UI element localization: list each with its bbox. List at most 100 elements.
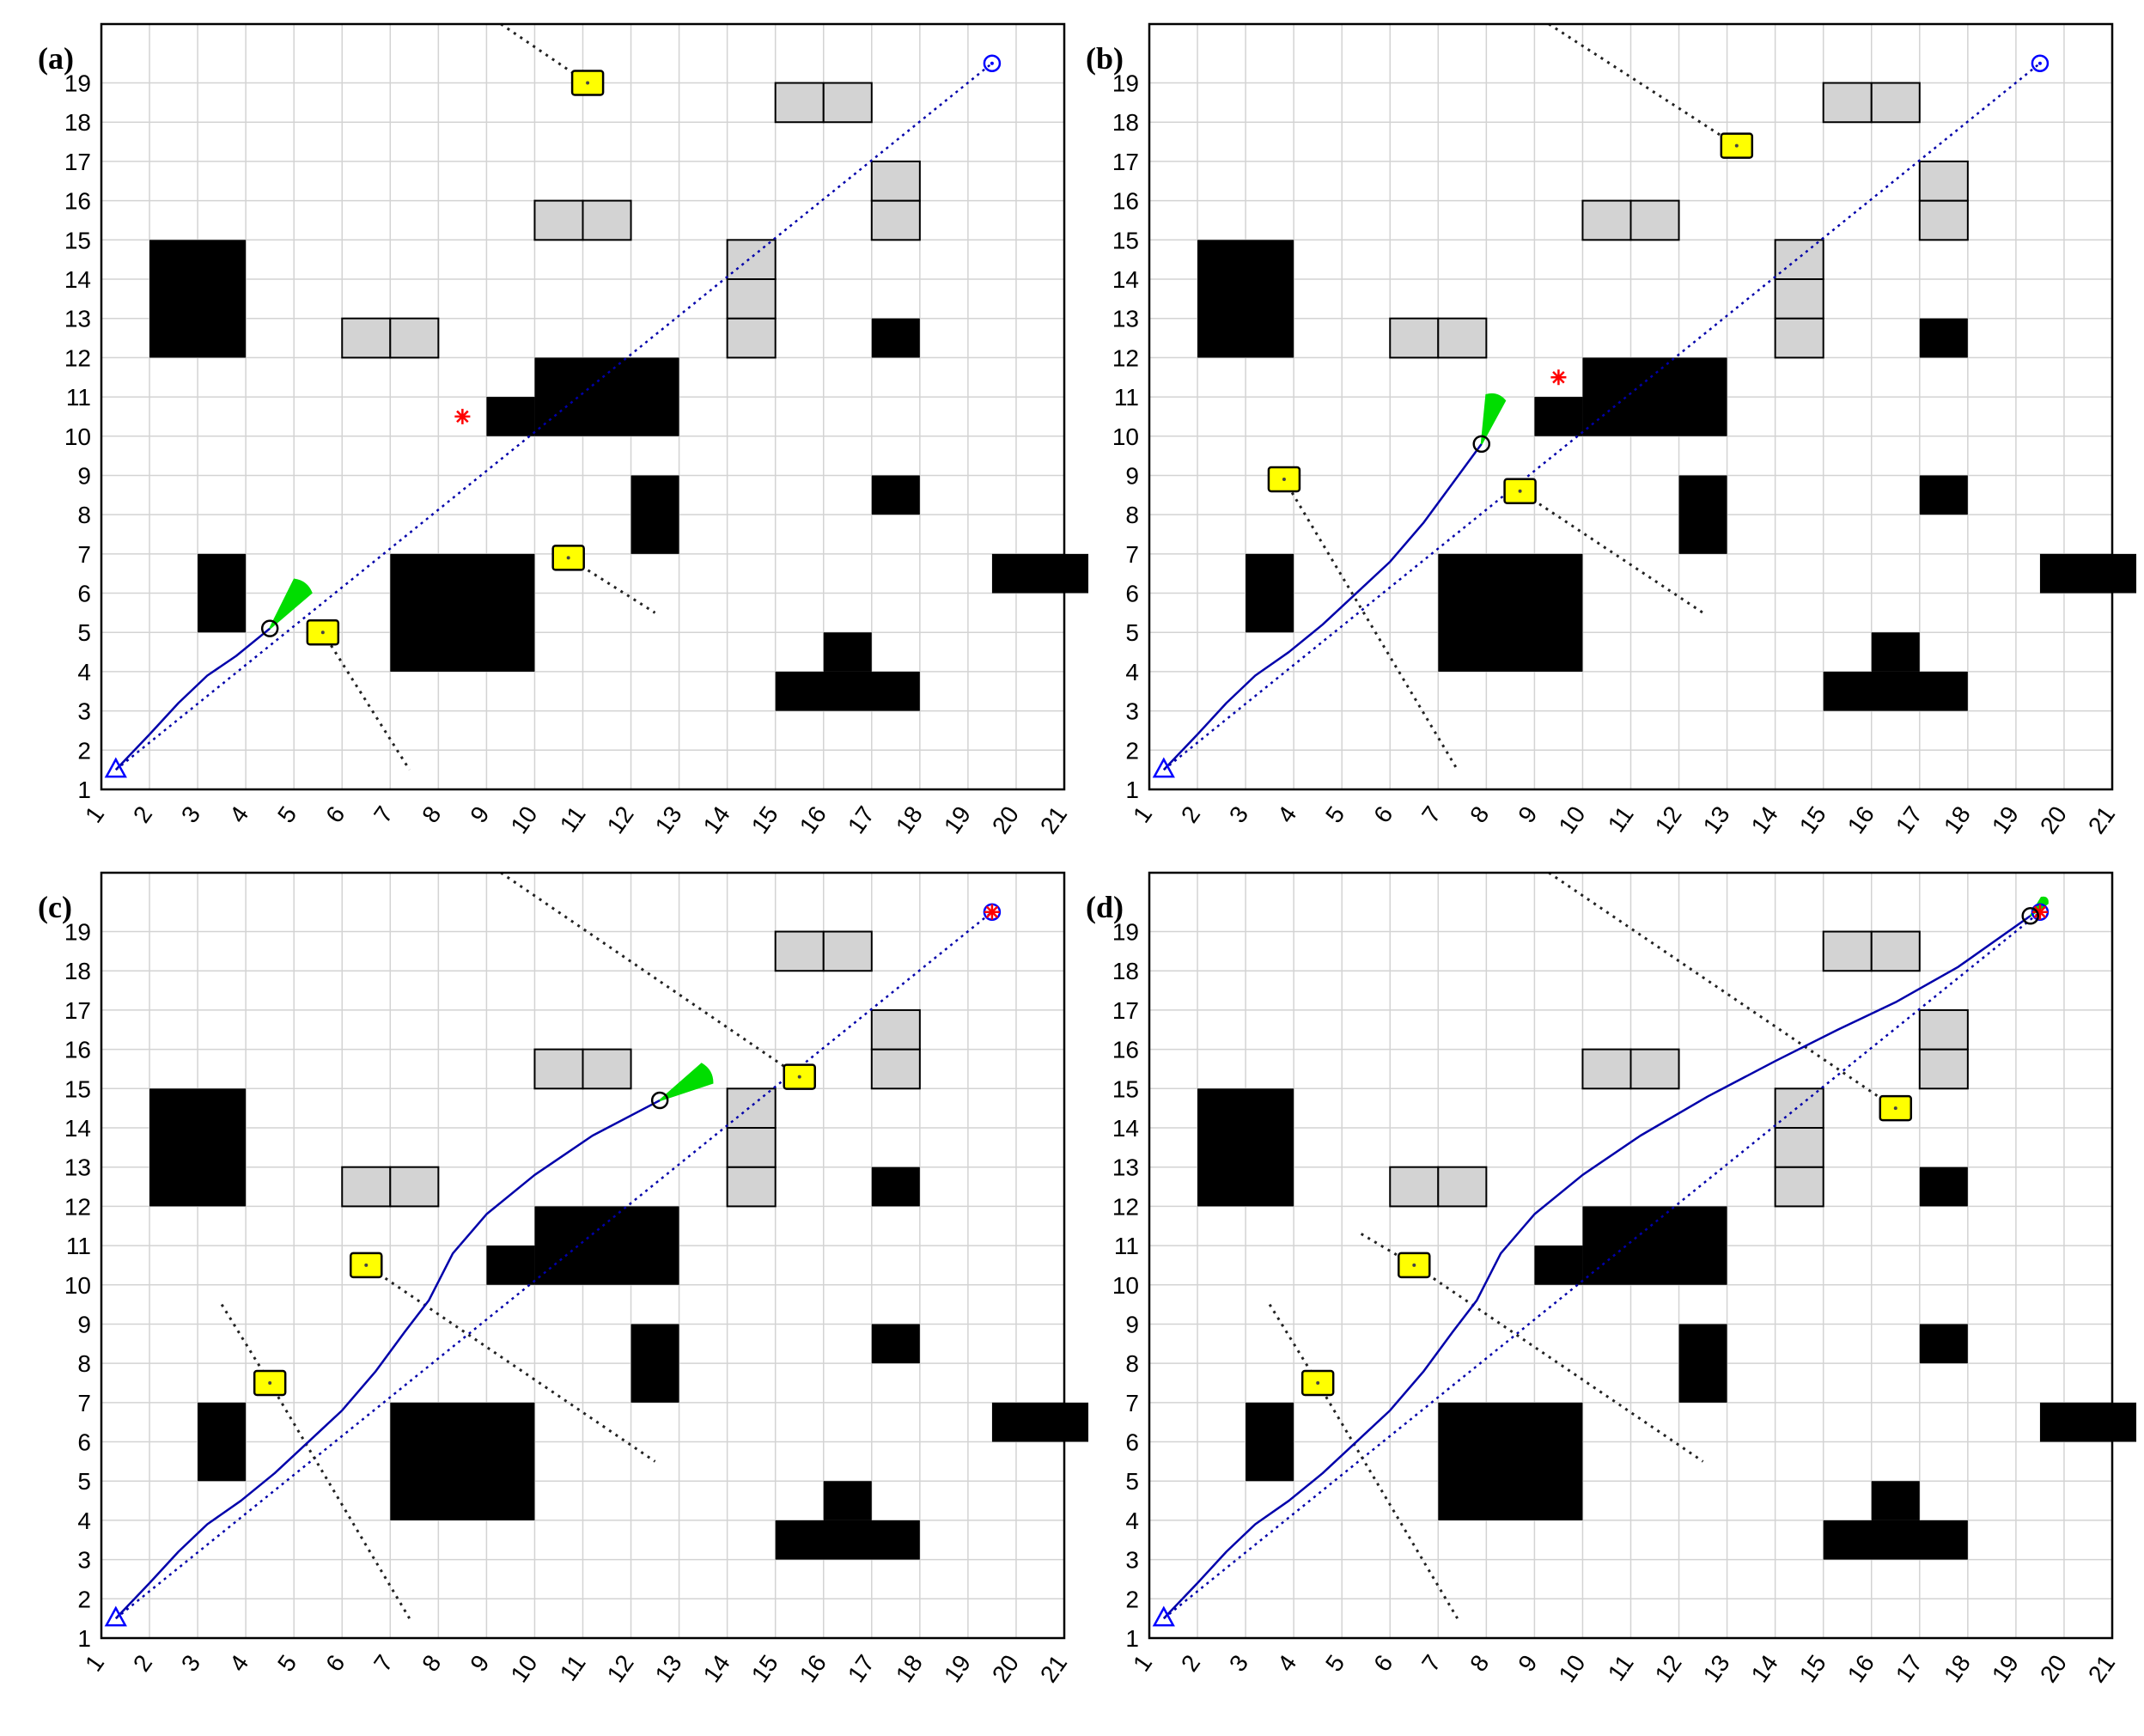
x-tick-label: 9 [465,1650,494,1677]
static-obstacle [1871,632,1920,672]
gray-obstacle-cell [822,930,873,972]
gray-obstacle-cell [726,1166,777,1208]
y-tick-label: 16 [1112,1037,1139,1063]
x-tick-label: 2 [1176,1650,1205,1677]
static-obstacle [1197,240,1294,358]
y-tick-label: 19 [64,919,91,946]
static-obstacle [1246,1402,1294,1482]
y-tick-label: 1 [1125,1625,1139,1652]
y-tick-label: 16 [1112,188,1139,215]
gray-obstacle-cell [774,930,825,972]
gray-obstacle-cell [1581,199,1632,241]
gray-obstacle-cell [1774,1127,1824,1168]
start-marker [104,757,127,778]
x-tick-label: 10 [505,1650,542,1687]
subgoal-star-stroke [985,905,999,918]
static-obstacle [1823,1520,1968,1560]
x-tick-label: 16 [795,801,831,838]
y-tick-label: 15 [1112,1075,1139,1102]
dynamic-obstacle-trajectory [1360,1233,1704,1463]
heading-sector [269,578,313,630]
gray-obstacle-cell [870,160,921,202]
gray-obstacle-cell [1870,930,1921,972]
gray-obstacle-cell [1581,1048,1632,1090]
static-obstacle [1919,475,1968,515]
static-obstacle [823,1481,872,1520]
static-obstacle [390,553,535,672]
x-tick-label: 4 [224,1650,253,1677]
y-tick-label: 3 [77,1547,91,1574]
y-tick-label: 6 [77,1429,91,1456]
x-tick-label: 18 [1939,801,1976,838]
y-tick-label: 7 [77,1390,91,1416]
y-tick-label: 5 [1125,619,1139,646]
x-tick-label: 10 [1553,801,1590,838]
y-tick-label: 18 [1112,958,1139,984]
static-obstacle [1678,1324,1727,1403]
y-tick-label: 8 [77,1350,91,1377]
axes-frame [1148,22,2114,791]
y-tick-label: 9 [1125,462,1139,489]
gray-obstacle-cell [726,239,777,280]
x-tick-label: 18 [1939,1650,1976,1687]
x-tick-label: 7 [368,1650,398,1677]
y-tick-label: 2 [77,1586,91,1612]
x-tick-label: 20 [987,1650,1024,1687]
gray-obstacle-cell [1870,82,1921,124]
x-tick-label: 1 [80,1650,109,1677]
y-tick-label: 17 [1112,149,1139,175]
y-tick-label: 9 [1125,1311,1139,1337]
static-obstacle [1438,1402,1583,1520]
gray-obstacle-cell [389,317,440,359]
x-tick-label: 13 [1698,801,1735,838]
y-tick-label: 8 [1125,1350,1139,1377]
x-tick-label: 2 [128,801,157,828]
x-tick-label: 6 [320,801,350,828]
y-tick-label: 13 [64,1154,91,1181]
x-tick-label: 21 [2083,1650,2120,1687]
static-obstacle [1919,1166,1968,1207]
dynamic-obstacle-center [1734,143,1739,148]
y-tick-label: 18 [64,109,91,136]
goal-marker [983,54,1002,72]
y-tick-label: 6 [1125,581,1139,607]
static-obstacle [775,1520,920,1560]
x-tick-label: 18 [891,1650,928,1687]
x-tick-label: 17 [843,1650,880,1687]
x-tick-label: 7 [1416,1650,1446,1677]
y-tick-label: 17 [64,149,91,175]
y-tick-label: 7 [1125,1390,1139,1416]
dynamic-obstacle-center [586,81,590,85]
static-obstacle [1871,1481,1920,1520]
gray-obstacle-cell [870,1048,921,1090]
y-tick-label: 15 [64,1075,91,1102]
y-tick-label: 10 [64,423,91,450]
subgoal-star [454,408,471,424]
gray-obstacle-cell [1918,199,1969,241]
x-tick-label: 8 [1465,1650,1494,1677]
gray-obstacle-cell [1918,1008,1969,1051]
x-tick-label: 5 [1320,1650,1349,1677]
x-tick-label: 8 [417,801,446,828]
x-tick-label: 12 [1649,801,1686,838]
panel-label: (a) [38,41,74,76]
y-tick-label: 13 [64,306,91,332]
x-tick-label: 17 [1891,801,1928,838]
dynamic-obstacle-center [1893,1106,1897,1111]
x-tick-label: 20 [2035,801,2072,838]
static-obstacle [149,1088,247,1207]
start-marker [1152,757,1175,778]
y-tick-label: 4 [1125,659,1139,685]
static-obstacle [1197,1088,1294,1207]
gray-obstacle-cell [1918,1048,1969,1090]
static-obstacle [2039,1402,2137,1442]
static-obstacle [1438,553,1583,672]
y-tick-label: 14 [64,266,91,293]
static-obstacle [871,318,920,358]
x-tick-label: 16 [1842,1650,1879,1687]
x-tick-label: 8 [1465,801,1494,828]
y-tick-label: 12 [1112,344,1139,371]
static-obstacle [534,357,679,436]
